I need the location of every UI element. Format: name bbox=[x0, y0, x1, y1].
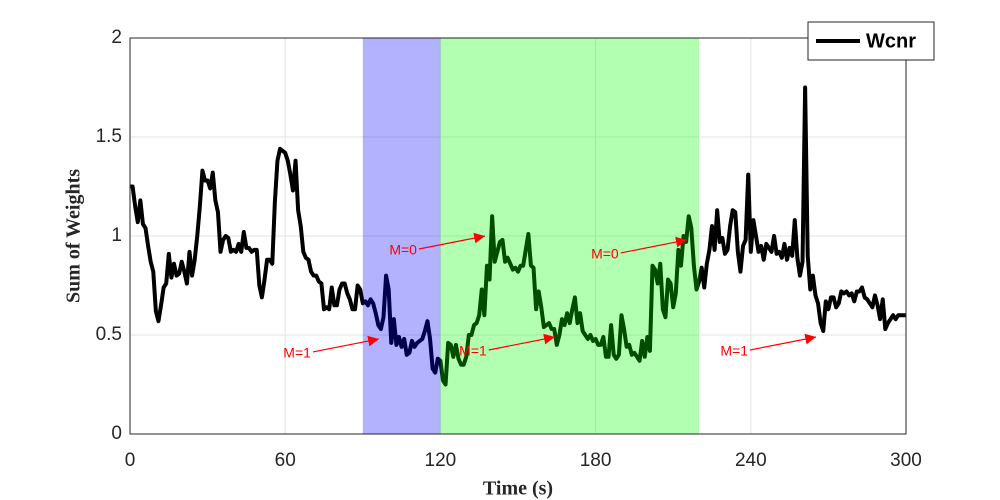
legend-label: Wcnr bbox=[866, 30, 916, 52]
shaded-region bbox=[362, 38, 441, 434]
y-tick-label: 0.5 bbox=[96, 324, 122, 345]
data-line bbox=[130, 85, 906, 387]
annotation-text: M=1 bbox=[459, 343, 487, 359]
y-tick-label: 0 bbox=[111, 423, 122, 444]
annotation-arrow bbox=[312, 335, 380, 353]
y-axis-label: Sum of Weights bbox=[63, 169, 85, 303]
annotation-arrow bbox=[488, 333, 555, 351]
y-tick-label: 1 bbox=[111, 225, 122, 246]
shaded-region bbox=[440, 38, 700, 434]
annotation-text: M=0 bbox=[591, 246, 619, 262]
x-axis-label: Time (s) bbox=[483, 478, 553, 500]
x-tick-label: 300 bbox=[890, 450, 922, 471]
y-tick-label: 1.5 bbox=[96, 126, 122, 147]
x-tick-label: 180 bbox=[580, 450, 612, 471]
x-tick-label: 120 bbox=[425, 450, 457, 471]
x-tick-label: 60 bbox=[275, 450, 296, 471]
y-tick-label: 2 bbox=[111, 27, 122, 48]
x-tick-label: 240 bbox=[735, 450, 767, 471]
annotation-text: M=0 bbox=[389, 242, 417, 258]
annotation-arrow bbox=[749, 333, 817, 351]
annotation-text: M=1 bbox=[720, 343, 748, 359]
x-tick-label: 0 bbox=[125, 450, 136, 471]
annotation-arrow bbox=[620, 236, 687, 254]
annotation-arrow bbox=[418, 232, 486, 250]
axes-box bbox=[129, 37, 907, 435]
annotation-text: M=1 bbox=[283, 345, 311, 361]
